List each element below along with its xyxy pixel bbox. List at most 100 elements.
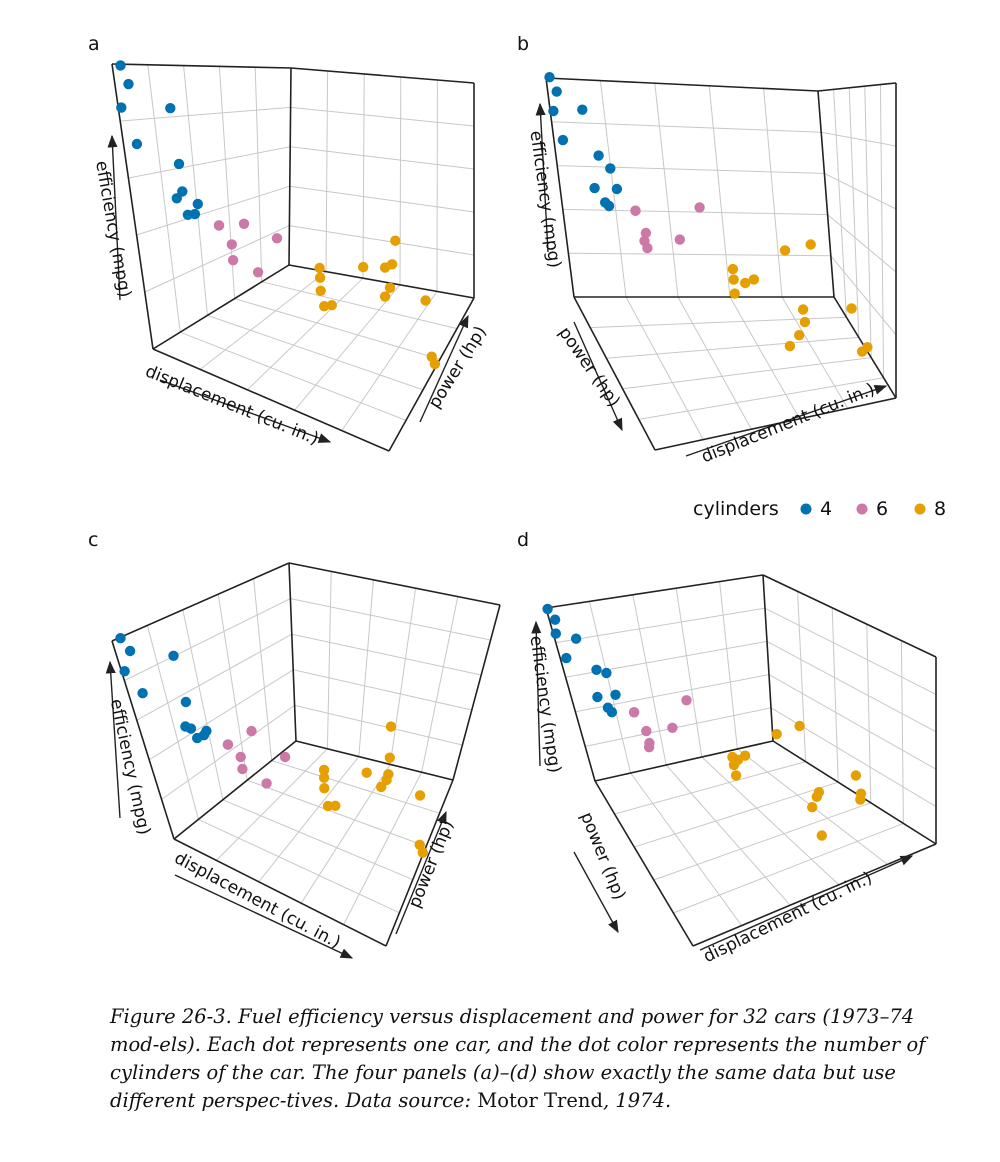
frame-edge — [111, 562, 290, 642]
data-point-6cyl — [252, 267, 264, 278]
grid-line — [606, 336, 859, 359]
panel-d: d efficiency (mpg) power (hp) displaceme… — [517, 529, 937, 967]
grid-line — [254, 67, 263, 282]
data-point-8cyl — [799, 316, 811, 328]
grid-line — [675, 588, 703, 758]
legend-label-6: 6 — [876, 498, 888, 520]
panel-c-frame — [105, 562, 501, 959]
data-point-8cyl — [794, 720, 805, 732]
grid-line — [781, 296, 849, 409]
grid-line — [562, 208, 828, 216]
panel-b-zlabel: efficiency (mpg) — [525, 129, 564, 269]
data-point-8cyl — [361, 767, 372, 778]
data-point-4cyl — [189, 208, 201, 220]
data-point-4cyl — [185, 723, 197, 734]
grid-line — [343, 771, 423, 925]
grid-line — [222, 799, 413, 881]
data-point-6cyl — [641, 725, 652, 737]
data-point-6cyl — [271, 233, 283, 244]
data-point-8cyl — [426, 351, 437, 362]
grid-line — [831, 607, 839, 783]
grid-line — [258, 756, 360, 883]
data-point-8cyl — [729, 288, 740, 299]
data-point-6cyl — [681, 695, 692, 706]
frame-edge — [288, 67, 292, 266]
data-point-4cyl — [605, 163, 616, 174]
panel-letter-d: d — [517, 529, 529, 551]
grid-line — [247, 779, 427, 847]
grid-line — [253, 578, 273, 761]
grid-line — [341, 291, 438, 431]
grid-line — [271, 760, 440, 814]
data-point-4cyl — [593, 150, 604, 161]
axis-arrow — [685, 384, 888, 457]
data-point-8cyl — [779, 245, 791, 256]
frame-edge — [290, 67, 475, 84]
grid-line — [848, 87, 860, 338]
grid-line — [198, 818, 400, 914]
frame-edge — [385, 779, 454, 947]
grid-line — [719, 581, 738, 750]
panel-letter-a: a — [88, 33, 100, 55]
data-point-4cyl — [601, 667, 612, 679]
frame-edge — [762, 574, 937, 658]
grid-line — [148, 669, 294, 761]
frame-edge — [762, 574, 774, 742]
data-point-8cyl — [315, 285, 326, 296]
data-point-6cyl — [643, 742, 655, 753]
data-point-8cyl — [417, 847, 428, 858]
grid-line — [291, 633, 482, 676]
grid-line — [864, 86, 872, 358]
data-point-6cyl — [279, 751, 291, 763]
data-point-4cyl — [610, 689, 621, 700]
grid-line — [768, 674, 937, 770]
frame-edge — [152, 348, 390, 452]
data-point-4cyl — [173, 158, 185, 170]
grid-line — [797, 591, 807, 762]
frame-edge — [111, 63, 292, 69]
data-point-8cyl — [850, 770, 862, 781]
data-point-4cyl — [165, 103, 176, 114]
axis-arrow — [159, 379, 332, 443]
grid-line — [289, 185, 475, 213]
axis-arrow — [107, 134, 121, 301]
panel-a: a efficiency (mpg) displacement (cu. in.… — [88, 33, 491, 452]
grid-line — [300, 764, 391, 904]
legend-swatch-4 — [800, 503, 812, 515]
data-point-8cyl — [748, 274, 760, 285]
grid-line — [708, 85, 731, 298]
grid-line — [180, 331, 407, 421]
data-point-6cyl — [674, 234, 685, 245]
data-point-4cyl — [115, 60, 126, 71]
data-point-6cyl — [694, 202, 705, 213]
grid-line — [625, 296, 704, 440]
panel-a-points — [115, 60, 441, 370]
grid-line — [833, 89, 847, 318]
frame-edge — [817, 82, 897, 92]
axis-arrow — [419, 314, 469, 423]
grid-line — [568, 252, 831, 257]
data-point-4cyl — [611, 183, 623, 195]
grid-line — [729, 296, 801, 420]
frame-edge — [692, 843, 937, 947]
grid-line — [247, 277, 364, 391]
grid-line — [701, 756, 840, 886]
frame-edge — [545, 574, 764, 609]
grid-line — [358, 579, 374, 757]
frame-edge — [295, 740, 454, 781]
grid-line — [630, 772, 743, 926]
grid-line — [120, 106, 291, 122]
axis-arrow — [531, 620, 542, 767]
grid-line — [294, 704, 463, 746]
axis-arrow — [395, 810, 447, 935]
grid-line — [217, 594, 248, 781]
data-point-6cyl — [261, 778, 272, 789]
panel-c-ylabel: power (hp) — [405, 817, 458, 911]
panel-d-ylabel: power (hp) — [576, 809, 629, 903]
grid-line — [634, 781, 839, 848]
data-point-8cyl — [376, 781, 387, 793]
data-point-4cyl — [124, 645, 136, 657]
legend: cylinders 4 6 8 — [693, 498, 946, 520]
figure-caption: Figure 26-3. Fuel efficiency versus disp… — [110, 1003, 960, 1115]
data-point-8cyl — [383, 769, 394, 780]
